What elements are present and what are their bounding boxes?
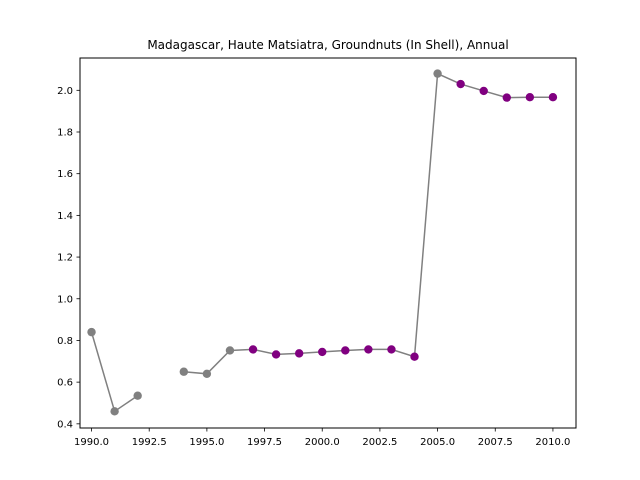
data-point [294, 349, 304, 358]
data-point [341, 346, 350, 355]
y-tick-label: 1.8 [57, 128, 73, 139]
y-tick-label: 1.4 [57, 211, 73, 222]
data-point [479, 86, 488, 96]
data-point [225, 346, 235, 355]
data-point [502, 93, 511, 102]
series-points [87, 69, 558, 416]
data-point [387, 345, 396, 354]
data-point [271, 350, 281, 359]
y-tick-label: 1.6 [57, 169, 73, 180]
data-point [525, 92, 535, 102]
data-point [456, 79, 465, 89]
y-tick-label: 0.4 [57, 419, 73, 430]
plot-frame [79, 57, 577, 429]
y-tick-label: 1.2 [57, 253, 73, 264]
data-point [87, 327, 96, 337]
x-axis: 1990.0 1992.5 1995.0 1997.5 2000.0 2002.5 2005… [74, 428, 570, 448]
y-tick-label: 0.6 [57, 378, 73, 389]
data-point [433, 69, 442, 78]
data-point [248, 345, 258, 354]
data-point [202, 369, 212, 379]
data-point [110, 407, 119, 416]
chart-title: Madagascar, Haute Matsiatra, Groundnuts … [147, 38, 508, 52]
data-point [318, 347, 327, 357]
x-tick-label: 1990.0 [74, 437, 109, 448]
x-tick-label: 2000.0 [305, 437, 340, 448]
data-point [548, 92, 558, 102]
y-tick-label: 2.0 [57, 86, 73, 97]
data-point [133, 391, 142, 400]
x-tick-label: 2005.0 [420, 437, 455, 448]
y-tick-label: 1.0 [57, 294, 73, 305]
x-tick-label: 2002.5 [362, 437, 397, 448]
y-tick-label: 0.8 [57, 336, 73, 347]
x-tick-label: 1997.5 [247, 437, 282, 448]
x-tick-label: 1995.0 [189, 437, 224, 448]
x-tick-label: 1992.5 [132, 437, 167, 448]
data-point [364, 345, 373, 354]
x-tick-label: 2010.0 [535, 437, 570, 448]
data-point [179, 367, 189, 376]
data-point [410, 352, 419, 361]
x-tick-label: 2007.5 [478, 437, 513, 448]
y-axis: 0.4 0.6 0.8 1.0 1.2 1.4 1.6 1.8 2.0 [57, 86, 80, 430]
